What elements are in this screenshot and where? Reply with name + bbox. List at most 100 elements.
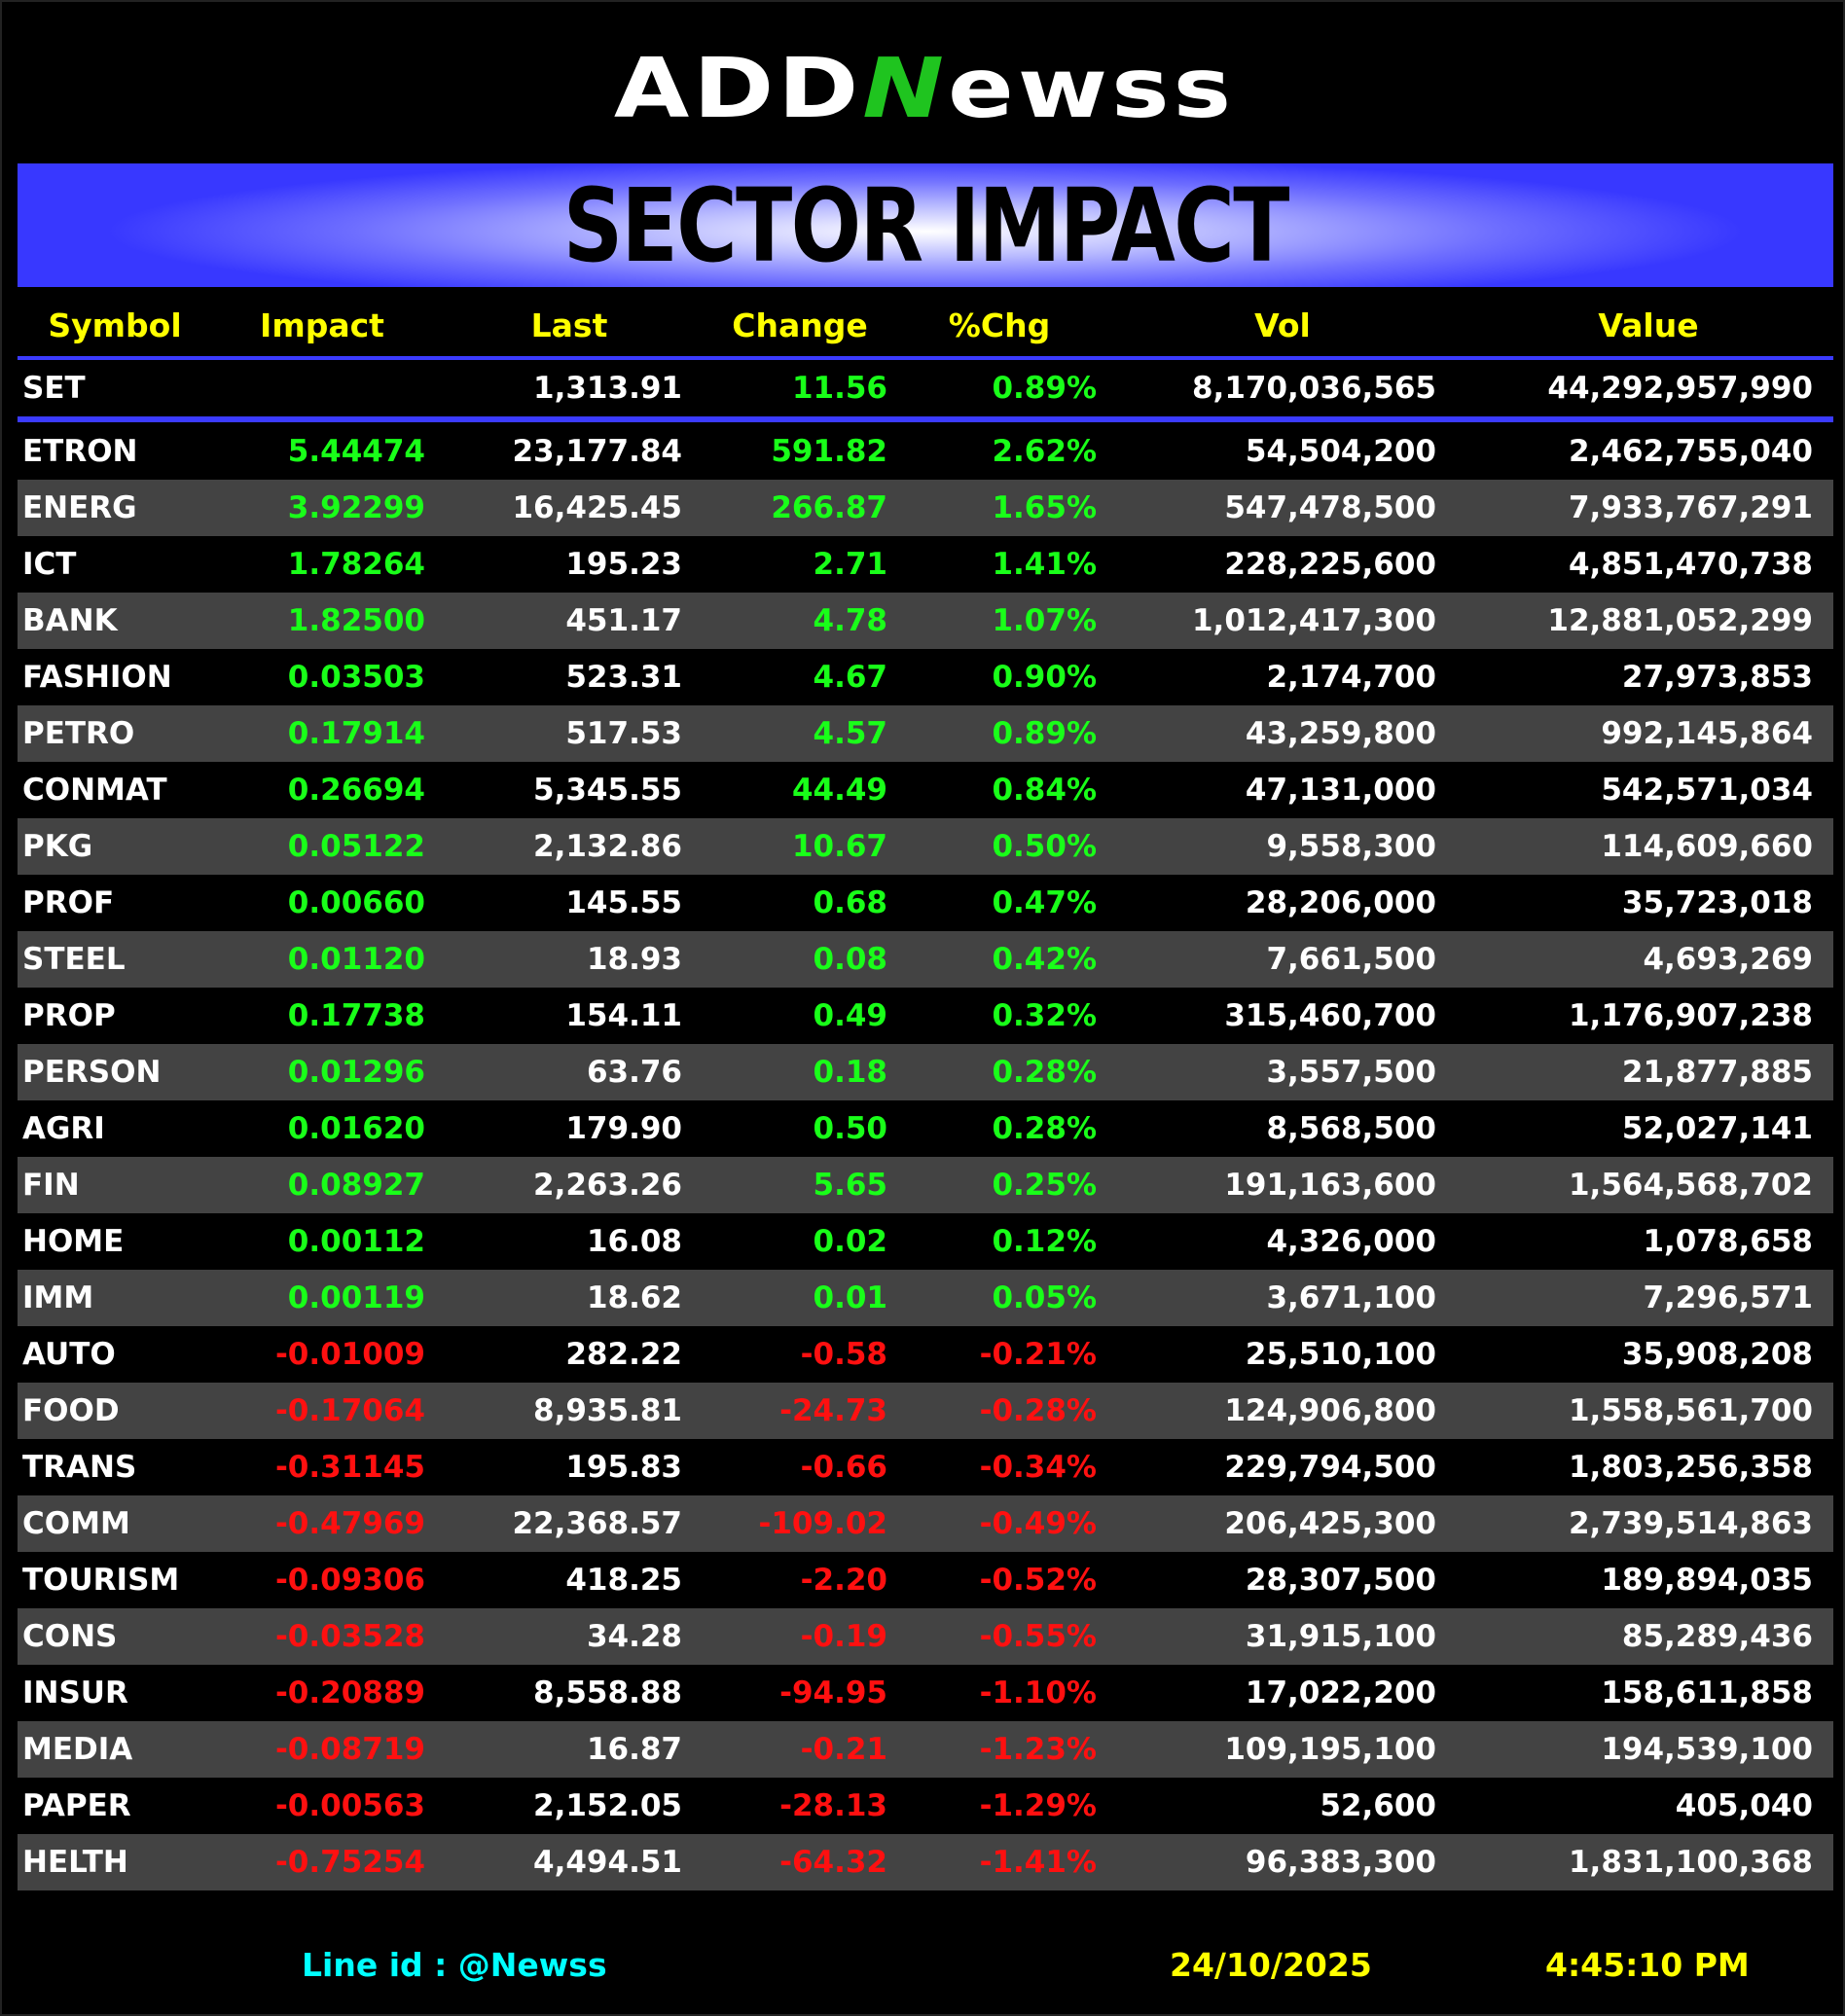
cell-change: -24.73 — [779, 1393, 887, 1428]
cell-symbol: ICT — [22, 547, 77, 582]
cell-value: 12,881,052,299 — [1547, 603, 1813, 638]
cell-symbol: HELTH — [22, 1845, 128, 1880]
cell-symbol: AGRI — [22, 1111, 105, 1146]
cell-last: 179.90 — [565, 1111, 682, 1146]
table-row: AUTO -0.01009 282.22 -0.58 -0.21% 25,510,100 3… — [18, 1326, 1833, 1383]
cell-change: 4.67 — [813, 660, 888, 695]
cell-value: 35,908,208 — [1621, 1337, 1813, 1372]
cell-volume: 28,307,500 — [1245, 1563, 1436, 1598]
cell-change: 266.87 — [771, 490, 887, 525]
cell-value: 1,564,568,702 — [1568, 1168, 1813, 1203]
cell-symbol: PERSON — [22, 1055, 162, 1090]
cell-symbol: COMM — [22, 1506, 130, 1541]
cell-volume: 8,170,036,565 — [1191, 371, 1436, 406]
header-divider — [18, 356, 1833, 360]
cell-last: 18.62 — [586, 1280, 682, 1315]
column-header-change: Change — [732, 306, 868, 344]
cell-last: 16.08 — [586, 1224, 682, 1259]
logo-text-n: N — [862, 39, 948, 137]
table-row: IMM 0.00119 18.62 0.01 0.05% 3,671,100 7,296,5… — [18, 1270, 1833, 1326]
cell-volume: 28,206,000 — [1245, 885, 1436, 920]
cell-value: 1,803,256,358 — [1568, 1450, 1813, 1485]
cell-change: -2.20 — [800, 1563, 887, 1598]
cell-value: 85,289,436 — [1621, 1619, 1813, 1654]
cell-last: 195.83 — [565, 1450, 682, 1485]
cell-last: 8,558.88 — [533, 1675, 682, 1710]
cell-symbol: IMM — [22, 1280, 94, 1315]
time: 4:45:10 PM — [1545, 1946, 1750, 1984]
table-row: TRANS -0.31145 195.83 -0.66 -0.34% 229,794,50… — [18, 1439, 1833, 1495]
table-row: HOME 0.00112 16.08 0.02 0.12% 4,326,000 1,078,… — [18, 1213, 1833, 1270]
cell-last: 22,368.57 — [512, 1506, 682, 1541]
cell-value: 21,877,885 — [1621, 1055, 1813, 1090]
cell-pct-change: 0.89% — [992, 716, 1097, 751]
cell-change: -109.02 — [758, 1506, 888, 1541]
table-row: BANK 1.82500 451.17 4.78 1.07% 1,012,417,300 1… — [18, 593, 1833, 649]
cell-symbol: HOME — [22, 1224, 125, 1259]
cell-symbol: TRANS — [22, 1450, 137, 1485]
column-header-impact: Impact — [260, 306, 384, 344]
cell-value: 27,973,853 — [1621, 660, 1813, 695]
cell-pct-change: -0.55% — [979, 1619, 1097, 1654]
table-row: FOOD -0.17064 8,935.81 -24.73 -0.28% 124,906,… — [18, 1383, 1833, 1439]
cell-change: -64.32 — [779, 1845, 887, 1880]
column-header-pct-change: %Chg — [948, 306, 1051, 344]
cell-change: -0.19 — [800, 1619, 887, 1654]
cell-symbol: CONMAT — [22, 773, 167, 808]
cell-impact: 0.00119 — [287, 1280, 425, 1315]
cell-symbol: BANK — [22, 603, 118, 638]
table-row: PKG 0.05122 2,132.86 10.67 0.50% 9,558,300 114… — [18, 818, 1833, 875]
title-banner: SECTOR IMPACT — [18, 163, 1833, 287]
table-row: HELTH -0.75254 4,494.51 -64.32 -1.41% 96,383,… — [18, 1834, 1833, 1890]
cell-impact: 3.92299 — [287, 490, 425, 525]
cell-symbol: PROP — [22, 998, 116, 1033]
cell-pct-change: 0.28% — [992, 1055, 1097, 1090]
cell-volume: 206,425,300 — [1224, 1506, 1436, 1541]
cell-last: 1,313.91 — [533, 371, 682, 406]
cell-value: 114,609,660 — [1601, 829, 1813, 864]
table-row: INSUR -0.20889 8,558.88 -94.95 -1.10% 17,022,… — [18, 1665, 1833, 1721]
cell-volume: 54,504,200 — [1245, 434, 1436, 469]
cell-change: 0.68 — [813, 885, 888, 920]
cell-volume: 3,671,100 — [1266, 1280, 1436, 1315]
cell-pct-change: 0.89% — [992, 371, 1097, 406]
cell-change: 5.65 — [813, 1168, 888, 1203]
cell-change: -28.13 — [779, 1788, 887, 1823]
cell-volume: 124,906,800 — [1224, 1393, 1436, 1428]
cell-change: 0.50 — [813, 1111, 888, 1146]
cell-change: 591.82 — [771, 434, 887, 469]
table-row: STEEL 0.01120 18.93 0.08 0.42% 7,661,500 4,693… — [18, 931, 1833, 988]
cell-volume: 52,600 — [1320, 1788, 1436, 1823]
cell-symbol: PROF — [22, 885, 115, 920]
logo-text-left: ADD — [613, 39, 863, 137]
cell-pct-change: 0.28% — [992, 1111, 1097, 1146]
cell-volume: 17,022,200 — [1245, 1675, 1436, 1710]
cell-last: 2,152.05 — [533, 1788, 682, 1823]
cell-last: 154.11 — [565, 998, 682, 1033]
cell-symbol: SET — [22, 371, 86, 406]
cell-pct-change: 0.12% — [992, 1224, 1097, 1259]
cell-impact: -0.75254 — [274, 1845, 425, 1880]
cell-volume: 7,661,500 — [1266, 942, 1436, 977]
cell-pct-change: 1.41% — [992, 547, 1097, 582]
cell-volume: 43,259,800 — [1245, 716, 1436, 751]
logo: ADDNewss — [2, 31, 1845, 148]
table-row: PROF 0.00660 145.55 0.68 0.47% 28,206,000 35,7… — [18, 875, 1833, 931]
cell-value: 7,296,571 — [1643, 1280, 1813, 1315]
page-title: SECTOR IMPACT — [562, 165, 1290, 285]
table-row: ENERG 3.92299 16,425.45 266.87 1.65% 547,478,… — [18, 480, 1833, 536]
cell-volume: 1,012,417,300 — [1191, 603, 1436, 638]
cell-pct-change: -1.29% — [979, 1788, 1097, 1823]
cell-impact: 0.01620 — [287, 1111, 425, 1146]
cell-impact: 0.17738 — [287, 998, 425, 1033]
cell-impact: -0.00563 — [274, 1788, 425, 1823]
cell-value: 542,571,034 — [1601, 773, 1813, 808]
line-id: Line id : @Newss — [302, 1946, 607, 1984]
cell-volume: 229,794,500 — [1224, 1450, 1436, 1485]
cell-change: 2.71 — [813, 547, 888, 582]
cell-impact: -0.20889 — [274, 1675, 425, 1710]
cell-volume: 31,915,100 — [1245, 1619, 1436, 1654]
cell-value: 44,292,957,990 — [1547, 371, 1813, 406]
column-header-volume: Vol — [1254, 306, 1311, 344]
index-divider — [18, 416, 1833, 422]
